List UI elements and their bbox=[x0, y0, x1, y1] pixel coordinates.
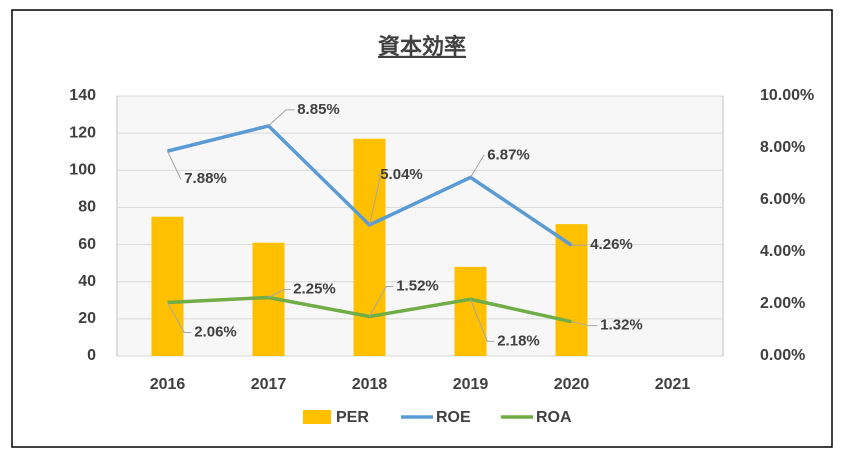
bar bbox=[454, 266, 487, 356]
leader-line bbox=[470, 154, 485, 178]
y2-tick-label: 6.00% bbox=[760, 191, 805, 208]
y2-tick-label: 4.00% bbox=[760, 243, 805, 260]
data-label: 4.26% bbox=[590, 236, 633, 253]
leader-line bbox=[369, 174, 382, 226]
x-tick-label: 2017 bbox=[251, 376, 287, 393]
data-label: 5.04% bbox=[380, 166, 423, 183]
data-label: 6.87% bbox=[487, 146, 530, 163]
leader-line bbox=[470, 299, 495, 342]
leader-line bbox=[571, 321, 598, 327]
y-tick-label: 120 bbox=[69, 124, 96, 141]
legend-label: ROE bbox=[436, 409, 471, 426]
x-tick-label: 2018 bbox=[352, 376, 388, 393]
x-tick-label: 2021 bbox=[655, 376, 691, 393]
x-tick-label: 2016 bbox=[150, 376, 186, 393]
y-tick-label: 0 bbox=[87, 347, 96, 364]
bar bbox=[555, 224, 588, 356]
y-tick-label: 60 bbox=[78, 236, 96, 253]
y-tick-label: 80 bbox=[78, 199, 96, 216]
data-label: 1.52% bbox=[396, 277, 439, 294]
x-tick-label: 2019 bbox=[453, 376, 489, 393]
y2-tick-label: 2.00% bbox=[760, 295, 805, 312]
data-label: 8.85% bbox=[297, 101, 340, 118]
legend-label: ROA bbox=[536, 409, 572, 426]
data-label: 2.06% bbox=[194, 323, 237, 340]
leader-line bbox=[167, 302, 192, 333]
leader-line bbox=[167, 150, 182, 180]
leader-line bbox=[369, 285, 394, 317]
legend-label: PER bbox=[336, 409, 369, 426]
y2-tick-label: 10.00% bbox=[760, 87, 814, 104]
chart-title: 資本効率 bbox=[378, 34, 466, 59]
y2-tick-label: 8.00% bbox=[760, 139, 805, 156]
y2-tick-label: 0.00% bbox=[760, 347, 805, 364]
y-tick-label: 40 bbox=[78, 273, 96, 290]
legend-swatch bbox=[303, 410, 331, 424]
data-label: 1.32% bbox=[600, 317, 643, 334]
data-label: 2.18% bbox=[497, 332, 540, 349]
y-tick-label: 20 bbox=[78, 310, 96, 327]
x-tick-label: 2020 bbox=[554, 376, 590, 393]
data-label: 2.25% bbox=[293, 280, 336, 297]
bar bbox=[151, 216, 184, 356]
y-tick-label: 140 bbox=[69, 87, 96, 104]
leader-line bbox=[268, 289, 291, 298]
leader-line bbox=[268, 109, 295, 127]
data-label: 7.88% bbox=[184, 170, 227, 187]
y-tick-label: 100 bbox=[69, 162, 96, 179]
